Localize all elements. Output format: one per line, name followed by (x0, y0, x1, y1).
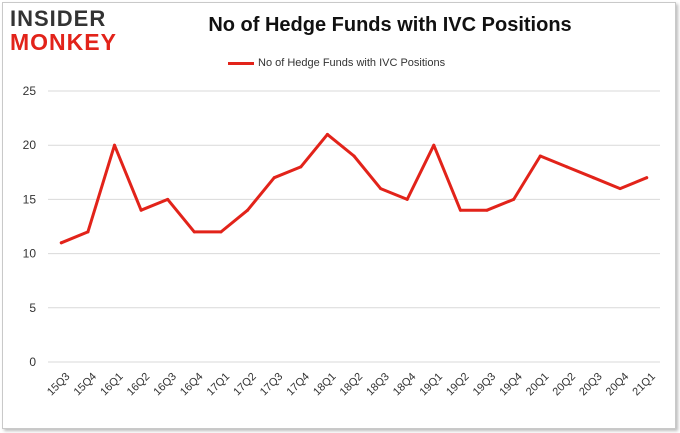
y-tick-label: 20 (23, 138, 37, 152)
series-layer (59, 132, 649, 245)
data-point (485, 208, 489, 212)
x-tick-label: 16Q2 (125, 371, 153, 399)
x-tick-label: 21Q1 (630, 371, 658, 399)
data-point (512, 197, 516, 201)
data-point (379, 187, 383, 191)
legend-swatch (228, 61, 254, 65)
data-point (591, 176, 595, 180)
chart-frame (2, 2, 676, 429)
x-tick-label: 19Q4 (497, 371, 525, 399)
y-tick-label: 15 (23, 192, 37, 206)
legend-label: No of Hedge Funds with IVC Positions (258, 57, 446, 69)
logo-word-monkey: MONKEY (10, 29, 117, 55)
x-tick-label: 17Q2 (231, 371, 259, 399)
x-tick-label: 18Q3 (364, 371, 392, 399)
data-point (86, 230, 90, 234)
x-tick-label: 20Q1 (524, 371, 552, 399)
series-line-0 (59, 132, 649, 245)
data-point (113, 143, 117, 147)
x-tick-label: 18Q2 (338, 371, 366, 399)
data-point (299, 165, 303, 169)
data-point (458, 208, 462, 212)
y-tick-labels: 0 5 10 15 20 25 (23, 84, 37, 369)
y-tick-label: 5 (29, 301, 36, 315)
x-tick-label: 16Q3 (151, 371, 179, 399)
grid-lines (48, 90, 660, 363)
x-tick-label: 15Q3 (45, 371, 73, 399)
x-tick-label: 19Q3 (471, 371, 499, 399)
data-point (405, 197, 409, 201)
data-point (325, 132, 329, 136)
data-point (139, 208, 143, 212)
x-tick-labels: 15Q3 15Q4 16Q1 16Q2 16Q3 16Q4 17Q1 17Q2 17Q3 17Q4… (45, 371, 658, 399)
legend: No of Hedge Funds with IVC Positions (228, 57, 445, 69)
x-tick-label: 20Q3 (577, 371, 605, 399)
chart-title: No of Hedge Funds with IVC Positions (208, 14, 572, 36)
data-point (192, 230, 196, 234)
logo-word-insider: INSIDER (10, 6, 107, 31)
data-point (272, 176, 276, 180)
x-tick-label: 16Q1 (98, 371, 126, 399)
data-point (219, 230, 223, 234)
x-tick-label: 16Q4 (178, 371, 206, 399)
data-point (166, 197, 170, 201)
y-tick-label: 0 (29, 355, 36, 369)
data-point (538, 154, 542, 158)
data-point (432, 143, 436, 147)
data-point (618, 187, 622, 191)
x-tick-label: 20Q4 (604, 371, 632, 399)
x-tick-label: 17Q1 (205, 371, 233, 399)
x-tick-label: 17Q4 (284, 371, 312, 399)
x-tick-label: 18Q4 (391, 371, 419, 399)
x-tick-label: 18Q1 (311, 371, 339, 399)
data-point (565, 165, 569, 169)
x-tick-label: 20Q2 (551, 371, 579, 399)
x-tick-label: 17Q3 (258, 371, 286, 399)
y-tick-label: 10 (23, 247, 37, 261)
insider-monkey-logo: INSIDER MONKEY (10, 8, 117, 54)
data-point (246, 208, 250, 212)
data-point (645, 176, 649, 180)
data-point (59, 241, 63, 245)
y-tick-label: 25 (23, 84, 37, 98)
x-tick-label: 19Q2 (444, 371, 472, 399)
x-tick-label: 19Q1 (418, 371, 446, 399)
data-point (352, 154, 356, 158)
x-tick-label: 15Q4 (72, 371, 100, 399)
